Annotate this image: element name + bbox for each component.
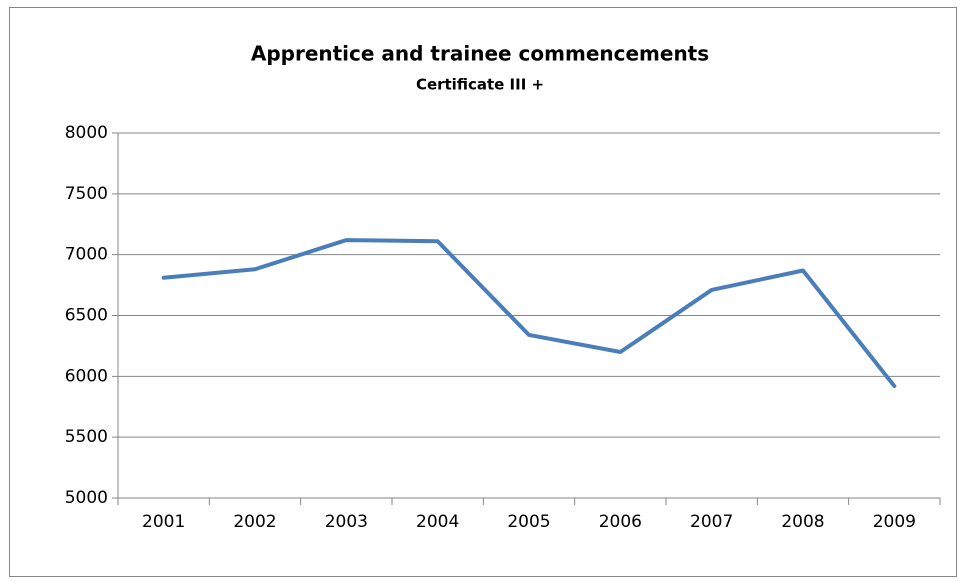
y-tick-label: 5500 [65, 427, 108, 447]
y-tick-label: 7500 [65, 184, 108, 204]
x-tick-label: 2007 [690, 512, 733, 532]
chart-title: Apprentice and trainee commencements [251, 42, 709, 66]
y-tick-label: 8000 [65, 123, 108, 143]
x-tick-label: 2008 [781, 512, 824, 532]
chart-subtitle: Certificate III + [416, 76, 544, 94]
chart-frame [9, 7, 957, 577]
y-tick-label: 7000 [65, 245, 108, 265]
data-line [161, 238, 897, 389]
x-tick-label: 2002 [233, 512, 276, 532]
y-tick-label: 5000 [65, 488, 108, 508]
x-tick-label: 2005 [507, 512, 550, 532]
y-tick-label: 6000 [65, 366, 108, 386]
x-tick-label: 2004 [416, 512, 459, 532]
x-tick-label: 2006 [599, 512, 642, 532]
x-tick-label: 2001 [142, 512, 185, 532]
x-tick-label: 2009 [873, 512, 916, 532]
y-tick-label: 6500 [65, 306, 108, 326]
x-tick-label: 2003 [325, 512, 368, 532]
